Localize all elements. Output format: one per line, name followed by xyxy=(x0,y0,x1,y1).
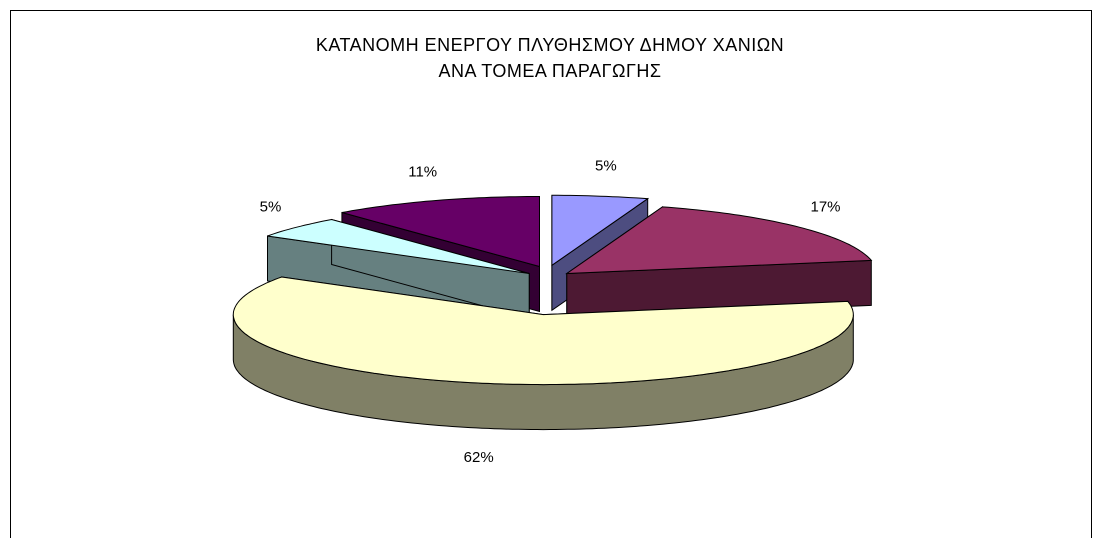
pie-slice xyxy=(232,276,854,431)
slice-top xyxy=(232,276,854,386)
data-label: 5% xyxy=(260,198,282,215)
chart-title: ΚΑΤΑΝΟΜΗ ΕΝΕΡΓΟΥ ΠΛΥΘΗΣΜΟΥ ΔΗΜΟΥ ΧΑΝΙΩΝ … xyxy=(315,35,785,81)
data-label: 17% xyxy=(810,198,840,215)
pie-slice xyxy=(267,218,530,320)
pie-slice xyxy=(565,205,873,320)
slice-top xyxy=(341,196,540,268)
data-label: 62% xyxy=(464,449,494,466)
chart-border xyxy=(10,10,1092,538)
slice-top xyxy=(565,206,873,275)
data-label: 11% xyxy=(408,163,437,180)
slice-top xyxy=(267,218,530,274)
slice-top xyxy=(551,194,650,267)
data-label: 5% xyxy=(595,157,617,174)
